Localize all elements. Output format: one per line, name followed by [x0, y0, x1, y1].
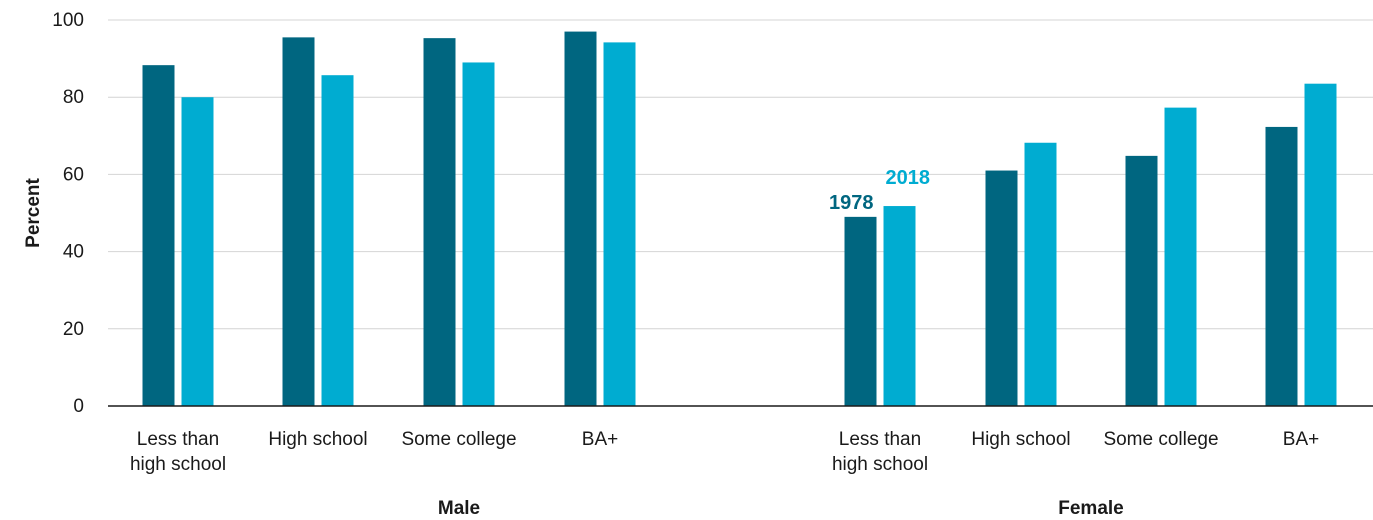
- bar-2018: [181, 97, 214, 406]
- bar-1978: [1265, 126, 1298, 406]
- bar-2018: [603, 42, 636, 406]
- category-labels: Less than high school High school Some coll…: [130, 429, 1319, 475]
- y-axis-title: Percent: [23, 177, 44, 247]
- bar-2018: [1024, 142, 1057, 407]
- bar-1978: [985, 170, 1018, 406]
- y-axis-ticks: 0 20 40 60 80 100: [52, 10, 84, 417]
- bar-1978: [844, 216, 877, 406]
- series-labels: 1978 2018: [829, 167, 930, 214]
- category-label: High school: [971, 429, 1070, 450]
- y-tick-label: 100: [52, 10, 84, 31]
- category-label: High school: [268, 429, 367, 450]
- category-label: Less than high school: [130, 429, 226, 475]
- group-labels: Male Female: [438, 498, 1124, 519]
- category-label: Less than high school: [832, 429, 928, 475]
- y-tick-label: 80: [63, 87, 84, 108]
- y-tick-label: 0: [73, 396, 84, 417]
- bar-2018: [883, 206, 916, 406]
- bars: [142, 31, 1337, 407]
- bar-1978: [282, 37, 315, 407]
- y-tick-label: 40: [63, 242, 84, 263]
- category-label: Some college: [1103, 429, 1218, 450]
- series-label-2018: 2018: [886, 167, 931, 189]
- group-label: Female: [1058, 498, 1123, 519]
- bar-1978: [1125, 155, 1158, 406]
- bar-2018: [1304, 83, 1337, 406]
- y-tick-label: 20: [63, 319, 84, 340]
- bar-1978: [423, 38, 456, 406]
- grid-lines: [108, 19, 1373, 330]
- category-label: BA+: [1283, 429, 1319, 450]
- y-tick-label: 60: [63, 164, 84, 185]
- bar-1978: [564, 31, 597, 407]
- series-label-1978: 1978: [829, 192, 874, 214]
- bar-1978: [142, 65, 175, 407]
- group-label: Male: [438, 498, 480, 519]
- bar-2018: [1164, 107, 1197, 406]
- bar-2018: [462, 62, 495, 407]
- category-label: BA+: [582, 429, 618, 450]
- bar-2018: [321, 75, 354, 406]
- category-label: Some college: [401, 429, 516, 450]
